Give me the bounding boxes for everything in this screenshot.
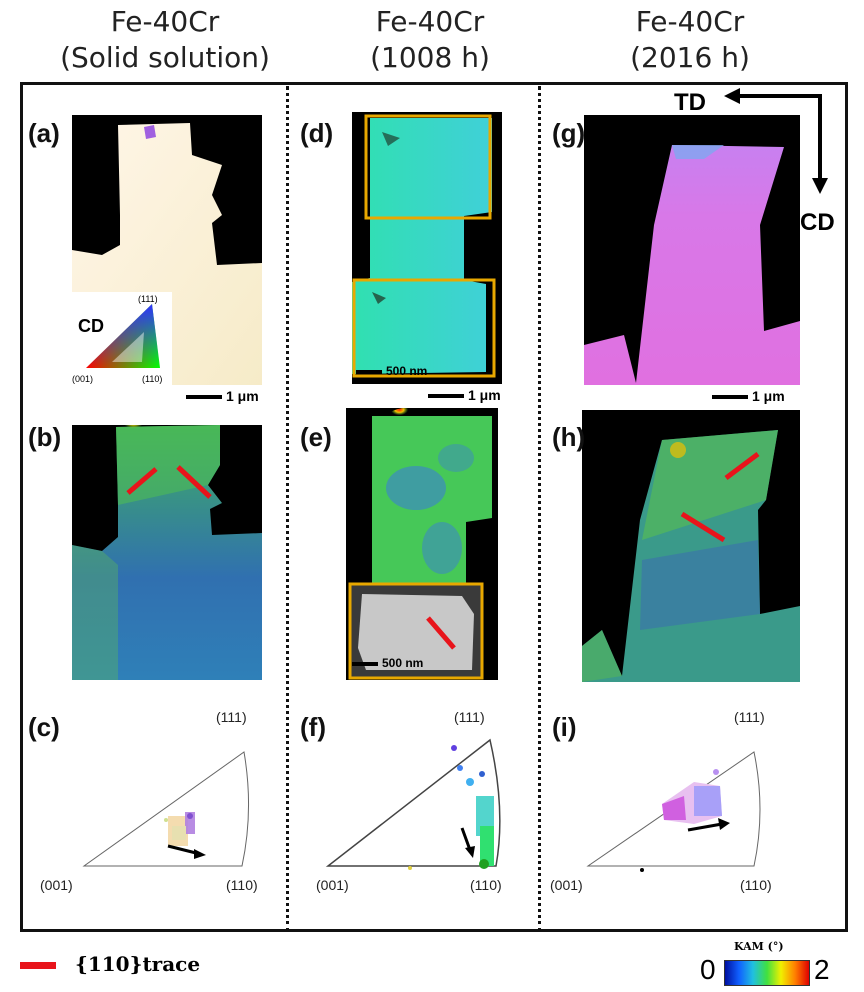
panel-label-i: (i) xyxy=(552,712,577,742)
kam-map-b xyxy=(72,425,262,680)
ipf-scatter-c xyxy=(164,812,195,846)
panel-label-b: (b) xyxy=(28,422,62,452)
ipf-key-111: (111) xyxy=(138,294,158,304)
sample-axes: TD CD xyxy=(674,88,835,236)
panel-label-e: (e) xyxy=(300,422,332,452)
ipf-color-key: CD (111) (001) (110) xyxy=(72,292,172,386)
scale-bar-e-inset: 500 nm xyxy=(352,656,423,670)
panel-label-f: (f) xyxy=(300,712,326,742)
panel-label-a: (a) xyxy=(28,118,60,148)
svg-text:(110): (110) xyxy=(226,877,258,893)
ipf-map-g xyxy=(584,115,800,385)
column-title-1008h: Fe-40Cr (1008 h) xyxy=(370,5,490,74)
ipf-triangle-i: (111) (001) (110) xyxy=(550,709,772,893)
ipf-key-001: (001) xyxy=(72,374,93,384)
scale-bar-a: 1 μm xyxy=(186,388,259,404)
kam-map-h xyxy=(582,410,800,682)
cd-arrow-icon xyxy=(812,178,828,194)
axis-cd: CD xyxy=(800,209,835,236)
td-arrow-icon xyxy=(724,88,740,104)
figure-frame xyxy=(20,82,848,932)
ipf-triangle-c: (111) (001) (110) xyxy=(40,709,258,893)
scale-bar-g: 1 μm xyxy=(712,388,785,404)
svg-text:(110): (110) xyxy=(470,877,502,893)
trace-swatch xyxy=(20,962,56,969)
svg-text:(001): (001) xyxy=(40,877,73,893)
svg-text:(001): (001) xyxy=(550,877,583,893)
arrow xyxy=(460,827,472,851)
column-divider xyxy=(286,86,289,932)
svg-text:(111): (111) xyxy=(454,709,485,725)
kam-map-e xyxy=(346,408,498,680)
column-title-2016h: Fe-40Cr (2016 h) xyxy=(630,5,750,74)
column-title-solid-solution: Fe-40Cr (Solid solution) xyxy=(60,5,270,74)
ipf-key-title: CD xyxy=(78,316,104,336)
ipf-scatter-f xyxy=(408,745,494,870)
kam-colorbar xyxy=(724,960,810,986)
scale-bar-d: 1 μm xyxy=(428,387,501,403)
column-divider xyxy=(538,86,541,932)
trace-legend: {110}trace xyxy=(20,952,200,976)
panel-label-h: (h) xyxy=(552,422,586,452)
arrow xyxy=(687,822,723,832)
panel-label-g: (g) xyxy=(552,118,586,148)
panel-label-c: (c) xyxy=(28,712,60,742)
kam-max: 2 xyxy=(814,954,830,985)
panel-label-d: (d) xyxy=(300,118,334,148)
svg-text:(110): (110) xyxy=(740,877,772,893)
ipf-key-110: (110) xyxy=(142,374,162,384)
kam-title: KAM (°) xyxy=(734,940,784,953)
scale-bar-d-inset: 500 nm xyxy=(356,364,427,378)
ipf-scatter-i xyxy=(640,769,722,872)
ipf-triangle-f: (111) (001) (110) xyxy=(316,709,502,893)
kam-colorbar-legend: KAM (°) 0 2 xyxy=(700,940,850,990)
svg-text:(111): (111) xyxy=(734,709,765,725)
ipf-map-d xyxy=(352,112,502,384)
svg-text:(111): (111) xyxy=(216,709,247,725)
svg-text:(001): (001) xyxy=(316,877,349,893)
kam-min: 0 xyxy=(700,954,716,985)
axis-td: TD xyxy=(674,89,706,116)
